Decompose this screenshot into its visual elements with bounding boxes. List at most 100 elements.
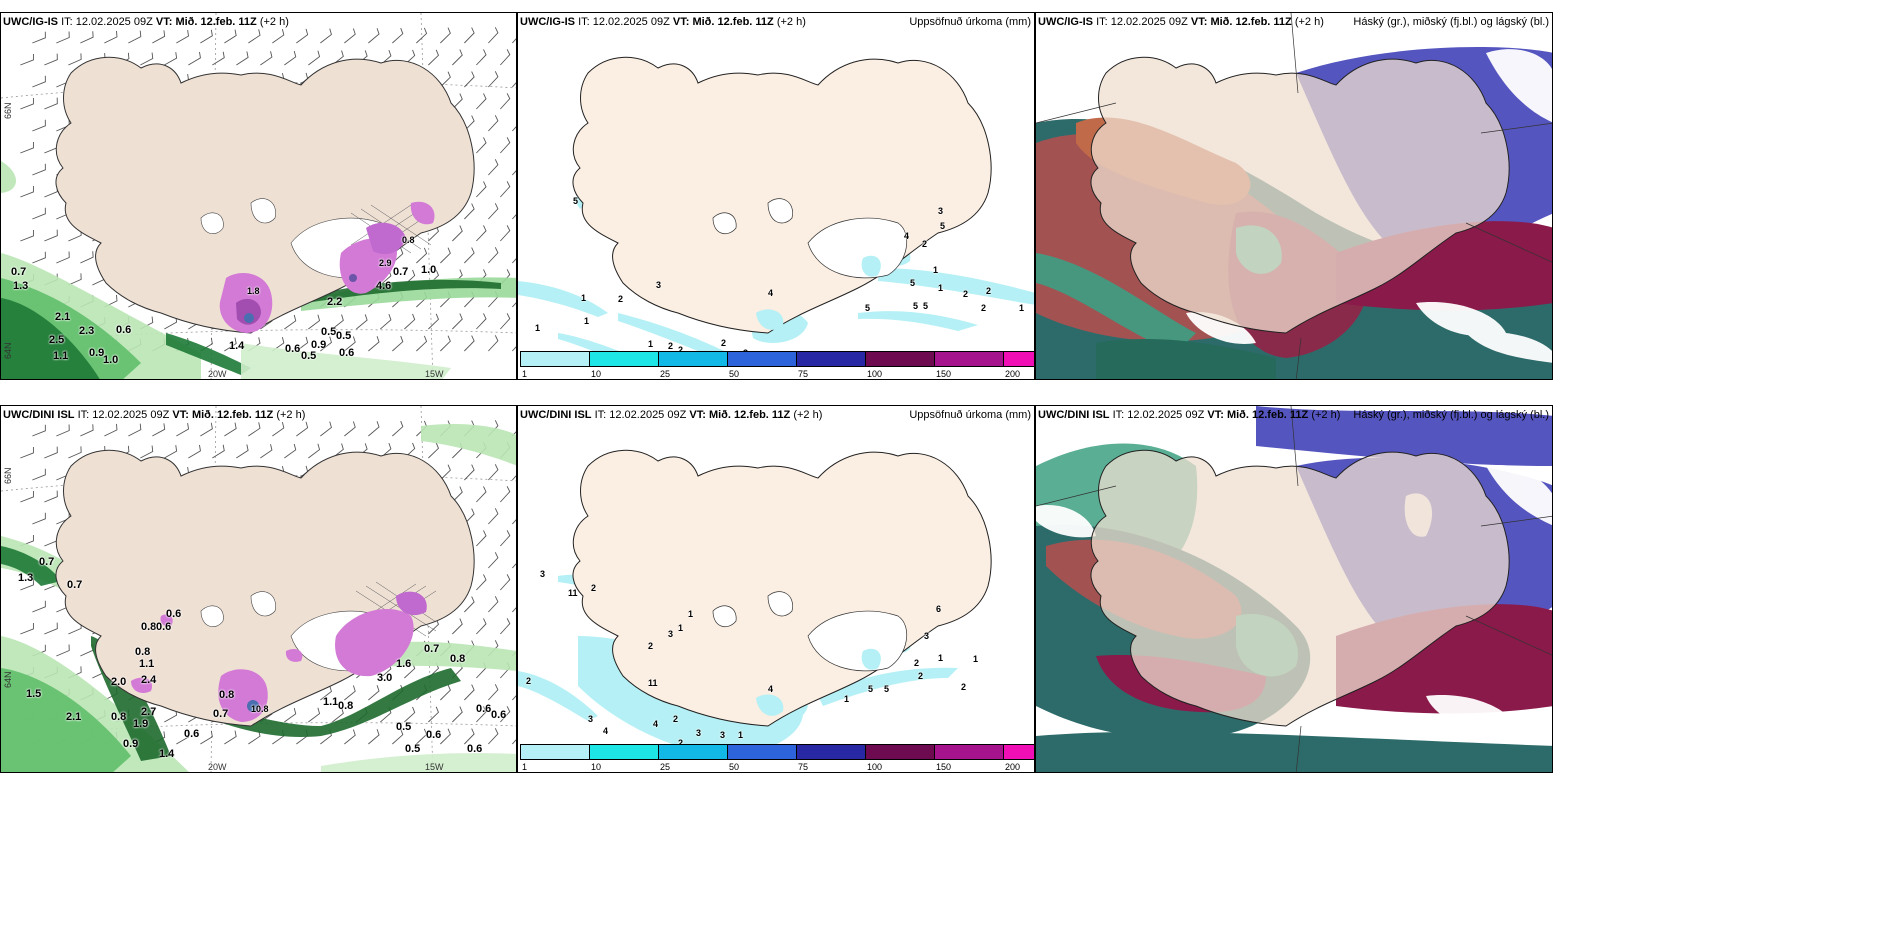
wind-barb (476, 706, 487, 723)
wind-value-label: 2.0 (111, 676, 127, 688)
colorbar-swatch: 10 (589, 744, 659, 772)
wind-barb (224, 422, 237, 437)
precip-value-label: 1 (648, 339, 654, 349)
wind-barb (500, 486, 511, 503)
wind-barb (368, 729, 380, 745)
wind-barb (500, 530, 511, 547)
wind-barb (20, 97, 34, 110)
precip-value-label: 1 (1019, 303, 1025, 313)
colorbar-tick-label: 75 (798, 762, 809, 772)
wind-barb (368, 421, 380, 437)
wind-value-label: 0.8 (111, 711, 127, 723)
wind-barb (464, 203, 475, 220)
wind-map-panel-dini: UWC/DINI ISL IT: 12.02.2025 09Z VT: Mið.… (0, 405, 517, 773)
wind-barb (464, 335, 475, 352)
wind-barb (104, 423, 118, 437)
colorbar-swatch: 75 (796, 744, 866, 772)
wind-barb (224, 337, 237, 352)
wind-barb (440, 464, 451, 481)
wind-barb (500, 225, 511, 242)
wind-value-label: 0.5 (396, 721, 412, 733)
wind-barb (464, 71, 475, 88)
wind-value-label: 0.8 (450, 653, 466, 665)
wind-barb (440, 71, 451, 88)
wind-barb (368, 336, 380, 352)
precip-value-label: 3 (720, 730, 726, 740)
cloud-map-panel-ig-is: UWC/IG-IS IT: 12.02.2025 09Z VT: Mið. 12… (1035, 12, 1553, 380)
colorbar-tick-label: 150 (936, 762, 952, 772)
wind-barb (512, 739, 516, 745)
wind-barb (452, 225, 463, 242)
wind-barb (224, 730, 237, 745)
wind-barb (236, 51, 249, 66)
wind-barb (344, 421, 356, 437)
colorbar-swatch: 50 (727, 351, 797, 379)
wind-barb (284, 443, 297, 459)
wind-barb (200, 730, 213, 745)
wind-barb (176, 731, 190, 745)
wind-barb (296, 421, 309, 437)
wind-barb (488, 159, 499, 176)
precip-value-label: 1 (844, 694, 850, 704)
precip-value-label: 1 (688, 609, 694, 619)
wind-value-label: 0.8 (141, 621, 157, 633)
colorbar-tick-label: 150 (936, 369, 952, 379)
precip-value-label: 1 (738, 730, 744, 740)
wind-value-label: 0.5 (336, 330, 352, 342)
wind-barb (512, 346, 516, 352)
wind-barb (452, 49, 463, 66)
wind-barb (512, 126, 516, 132)
wind-barb (464, 596, 475, 613)
precip-value-label: 1 (678, 623, 684, 633)
wind-value-label: 2.5 (49, 334, 65, 346)
precip-value-label: 2 (526, 676, 532, 686)
wind-value-label: 1.4 (159, 748, 175, 760)
wind-barb (500, 137, 511, 154)
precip-value-label: 3 (656, 280, 662, 290)
wind-barb (80, 251, 94, 264)
lat-label-bottom: 64N (3, 671, 13, 688)
wind-barb (488, 596, 499, 613)
precip-value-label: 6 (936, 604, 942, 614)
wind-barb (176, 423, 190, 437)
wind-value-label: 0.5 (301, 350, 317, 362)
wind-value-label: 0.8 (219, 689, 235, 701)
precip-value-label: 2 (678, 345, 684, 355)
wind-barb (332, 707, 344, 723)
wind-barb (428, 49, 440, 66)
precip-value-label: 2 (963, 289, 969, 299)
wind-barb (404, 706, 416, 723)
wind-barb (140, 445, 154, 459)
wind-barb (128, 30, 142, 44)
wind-barb (476, 49, 487, 66)
wind-barb (128, 423, 142, 437)
wind-barb (272, 422, 285, 437)
colorbar-swatch: 25 (658, 351, 728, 379)
precip-value-label: 2 (721, 338, 727, 348)
wind-barb (308, 443, 321, 459)
precip-map-canvas (518, 406, 1034, 772)
wind-barb (500, 93, 511, 110)
wind-barb (308, 707, 321, 723)
wind-value-label: 1.4 (229, 340, 245, 352)
wind-value-label: 1.3 (18, 572, 34, 584)
wind-barb (440, 27, 451, 44)
wind-barb (392, 728, 404, 745)
wind-barb (416, 335, 428, 352)
wind-barb (200, 422, 213, 437)
precip-value-label: 2 (922, 239, 928, 249)
wind-barb (452, 93, 463, 110)
wind-barb (452, 618, 463, 635)
panel-header: UWC/DINI ISL IT: 12.02.2025 09Z VT: Mið.… (520, 409, 823, 421)
wind-value-label: 1.8 (247, 286, 260, 296)
colorbar-tick-label: 200 (1005, 762, 1021, 772)
cloud-map-canvas (1036, 13, 1552, 379)
wind-barb (488, 552, 499, 569)
colorbar-swatch: 100 (865, 744, 935, 772)
precip-value-label: 3 (696, 728, 702, 738)
precip-value-label: 1 (581, 293, 587, 303)
wind-barb (368, 28, 380, 44)
precip-value-label: 2 (673, 714, 679, 724)
wind-value-label: 0.7 (393, 266, 409, 278)
wind-barb (440, 247, 451, 264)
